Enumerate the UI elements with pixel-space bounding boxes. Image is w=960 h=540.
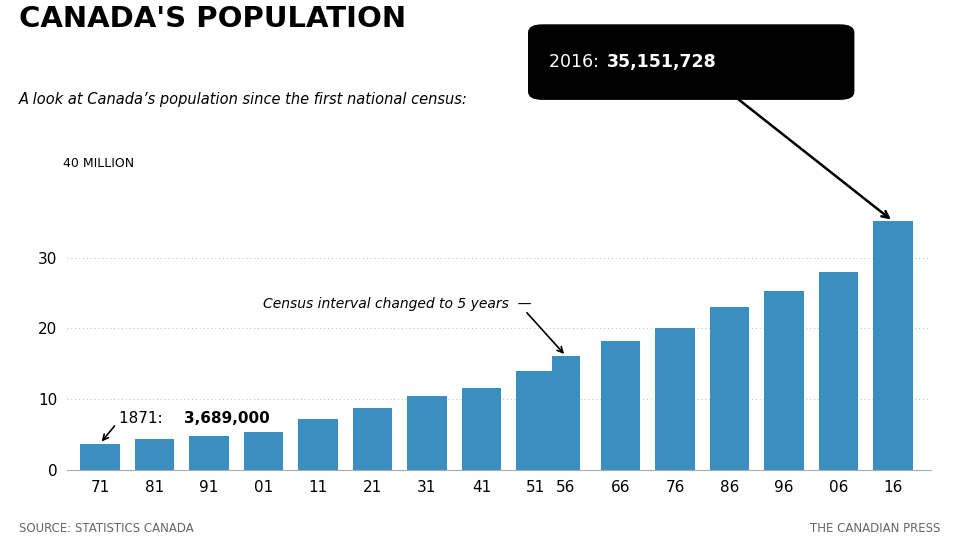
Text: CANADA'S POPULATION: CANADA'S POPULATION bbox=[19, 5, 406, 33]
Bar bbox=[299, 419, 338, 470]
Bar bbox=[81, 444, 120, 470]
Bar bbox=[874, 221, 913, 470]
Text: 3,689,000: 3,689,000 bbox=[184, 411, 270, 427]
Bar bbox=[819, 272, 858, 470]
Bar bbox=[353, 408, 392, 470]
Text: A look at Canada’s population since the first national census:: A look at Canada’s population since the … bbox=[19, 92, 468, 107]
Text: 35,151,728: 35,151,728 bbox=[607, 52, 716, 71]
Text: Census interval changed to 5 years  —: Census interval changed to 5 years — bbox=[263, 296, 532, 310]
Bar bbox=[709, 307, 749, 470]
Bar bbox=[764, 291, 804, 470]
Bar bbox=[601, 341, 640, 470]
Bar bbox=[552, 356, 580, 470]
Bar bbox=[189, 436, 228, 470]
Bar bbox=[656, 328, 695, 470]
Bar bbox=[134, 439, 174, 470]
Text: 2016:: 2016: bbox=[549, 52, 605, 71]
Bar bbox=[244, 432, 283, 470]
Text: SOURCE: STATISTICS CANADA: SOURCE: STATISTICS CANADA bbox=[19, 522, 194, 535]
Text: THE CANADIAN PRESS: THE CANADIAN PRESS bbox=[810, 522, 941, 535]
Bar bbox=[407, 396, 446, 470]
Bar bbox=[516, 371, 556, 470]
Text: 40 MILLION: 40 MILLION bbox=[63, 157, 134, 170]
Text: 1871:: 1871: bbox=[119, 411, 167, 427]
FancyBboxPatch shape bbox=[528, 24, 854, 100]
Bar bbox=[462, 388, 501, 470]
